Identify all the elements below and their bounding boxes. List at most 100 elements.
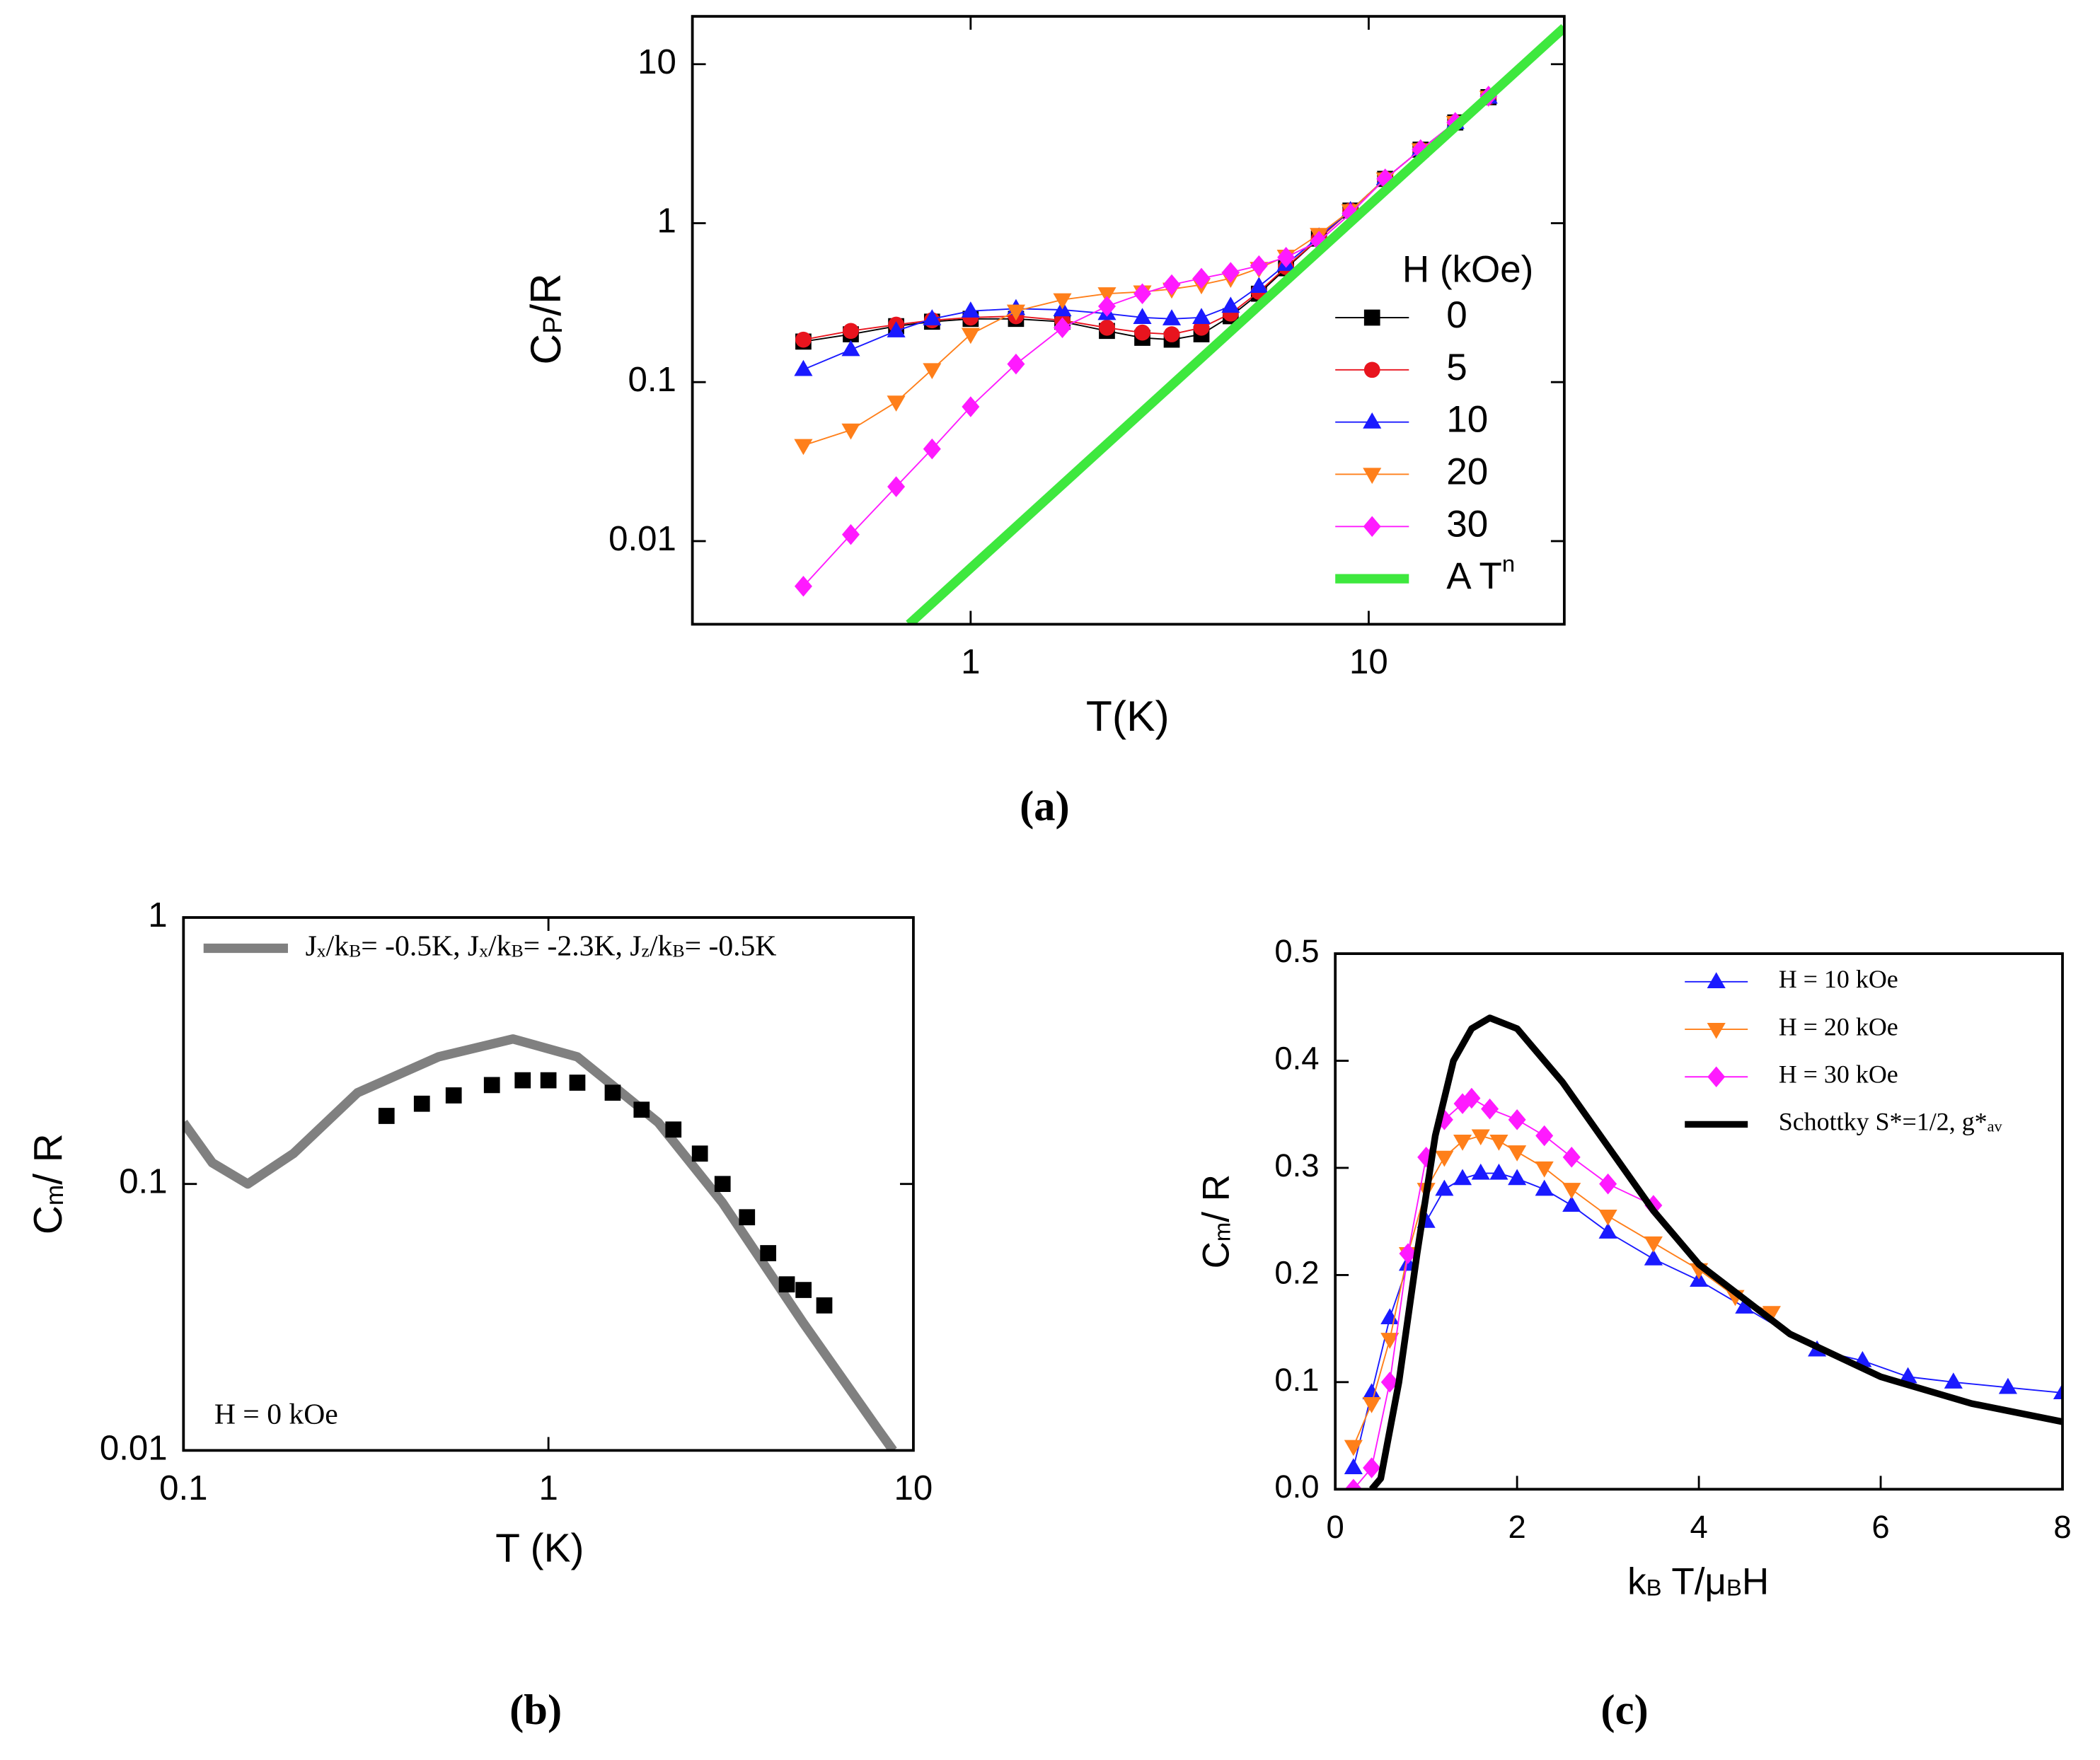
fit-curve xyxy=(1368,1014,2062,1490)
legend-marker xyxy=(1363,361,1380,378)
y-tick-label: 1 xyxy=(657,201,676,240)
y-tick-label: 0.0 xyxy=(1274,1469,1319,1505)
data-point xyxy=(1898,1367,1917,1384)
data-point xyxy=(1471,1129,1490,1146)
data-point xyxy=(1097,296,1116,317)
data-point xyxy=(1944,1372,1963,1389)
x-axis-label-part: B xyxy=(1726,1575,1742,1601)
data-point xyxy=(1535,1179,1554,1196)
data-point xyxy=(1134,324,1150,341)
data-point xyxy=(1598,1210,1617,1226)
y-tick-label: 0.5 xyxy=(1274,933,1319,969)
data-point xyxy=(1535,1125,1554,1147)
data-point xyxy=(413,1095,430,1112)
data-point xyxy=(514,1072,531,1089)
data-point xyxy=(794,576,812,597)
legend-marker xyxy=(1707,1066,1726,1088)
data-point xyxy=(1998,1377,2017,1394)
y-tick-label: 0.01 xyxy=(100,1428,168,1467)
y-axis-label-part: C xyxy=(521,334,570,365)
data-point xyxy=(841,423,860,440)
legend-label-part: B xyxy=(349,940,361,961)
x-axis-label-part: k xyxy=(1627,1561,1646,1603)
y-axis-label-part: C xyxy=(1196,1241,1238,1268)
legend-label-part: x xyxy=(317,940,326,961)
x-tick-label: 0 xyxy=(1327,1509,1344,1545)
data-point xyxy=(794,439,813,456)
data-point xyxy=(1133,283,1152,304)
fit-curve xyxy=(183,1034,897,1451)
legend-label: Jx/kB= -0.5K, Jx/kB= -2.3K, Jz/kB= -0.5K xyxy=(306,930,777,962)
legend-marker xyxy=(1707,972,1726,988)
data-point xyxy=(887,321,906,337)
y-tick-label: 0.4 xyxy=(1274,1041,1319,1077)
plot-area xyxy=(183,1034,897,1451)
data-point xyxy=(1250,255,1268,277)
data-point xyxy=(714,1176,731,1193)
data-point xyxy=(1644,1236,1663,1253)
data-point xyxy=(1453,1135,1472,1151)
legend-label-part: x xyxy=(479,940,488,961)
data-point xyxy=(378,1108,395,1124)
data-point xyxy=(1163,326,1180,342)
data-point xyxy=(1562,1195,1581,1212)
panel-label: (a) xyxy=(1020,782,1070,830)
legend-label-part: = -0.5K xyxy=(685,930,777,962)
data-point xyxy=(1644,1249,1663,1266)
plot-area xyxy=(794,24,1564,625)
data-point xyxy=(540,1072,557,1089)
x-tick-label: 6 xyxy=(1871,1509,1889,1545)
x-axis-label: T (K) xyxy=(495,1526,584,1570)
data-point xyxy=(1097,287,1117,303)
annotation: H = 0 kOe xyxy=(214,1399,338,1431)
y-tick-label: 1 xyxy=(148,896,167,934)
data-point xyxy=(794,359,813,376)
series-line xyxy=(1352,1172,2062,1469)
legend-label: A Tn xyxy=(1446,550,1515,597)
legend-label-part: B xyxy=(672,940,684,961)
y-axis-label-part: P xyxy=(538,316,567,334)
data-point xyxy=(841,340,860,357)
legend-label-part: /k xyxy=(326,930,350,962)
data-point xyxy=(1471,1163,1490,1180)
data-point xyxy=(1489,1163,1508,1180)
data-point xyxy=(1344,1458,1363,1475)
series-line xyxy=(803,96,1489,342)
axes-frame xyxy=(182,916,915,1452)
data-point xyxy=(1399,1243,1417,1264)
y-tick-label: 0.2 xyxy=(1274,1254,1319,1290)
data-point xyxy=(1489,1135,1508,1151)
legend-label-part: z xyxy=(642,940,650,961)
y-axis-label-part: m xyxy=(1208,1222,1235,1241)
data-point xyxy=(1735,1297,1754,1314)
data-point xyxy=(691,1145,708,1162)
y-axis-label-part: / R xyxy=(1196,1174,1238,1222)
y-tick-label: 10 xyxy=(638,42,676,81)
x-tick-label: 0.1 xyxy=(159,1469,207,1507)
panel-label: (b) xyxy=(509,1686,562,1734)
x-axis-label-part: T/μ xyxy=(1662,1561,1726,1603)
data-point xyxy=(1133,308,1152,324)
data-point xyxy=(1380,1372,1399,1393)
data-point xyxy=(569,1075,586,1091)
data-point xyxy=(1053,293,1072,310)
x-tick-label: 10 xyxy=(894,1469,933,1507)
legend-label: 0 xyxy=(1446,294,1467,336)
legend-label-sup: n xyxy=(1502,550,1515,577)
y-tick-label: 0.1 xyxy=(628,360,676,399)
data-point xyxy=(1435,1150,1454,1167)
legend-title: H (kOe) xyxy=(1402,249,1534,291)
data-point xyxy=(1508,1145,1527,1162)
legend: Jx/kB= -0.5K, Jx/kB= -2.3K, Jz/kB= -0.5K xyxy=(203,930,777,962)
data-point xyxy=(1277,246,1296,268)
y-tick-label: 0.3 xyxy=(1274,1147,1319,1183)
data-point xyxy=(843,323,859,340)
data-point xyxy=(2053,1383,2062,1400)
data-point xyxy=(795,331,812,348)
legend-label-part: B xyxy=(511,940,523,961)
legend-label-part: av xyxy=(1987,1117,2003,1135)
data-point xyxy=(961,328,980,345)
data-point xyxy=(1099,319,1115,336)
data-point xyxy=(1221,296,1240,313)
